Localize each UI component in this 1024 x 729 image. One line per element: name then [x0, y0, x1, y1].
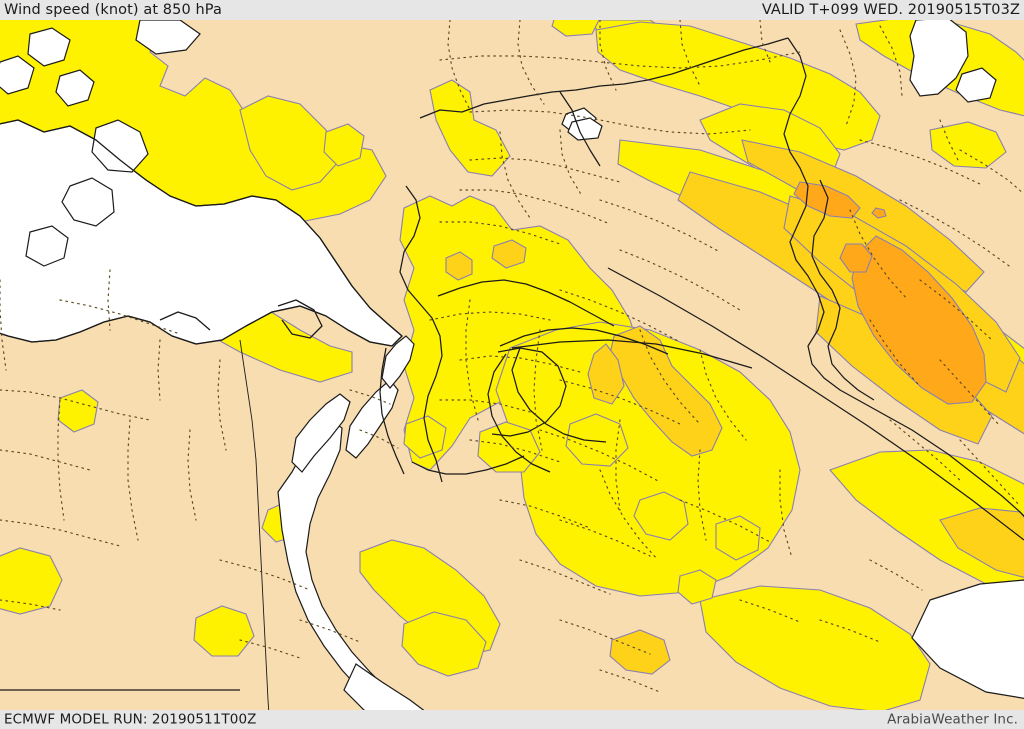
header-bar: Wind speed (knot) at 850 hPa VALID T+099… [0, 0, 1024, 20]
map-title: Wind speed (knot) at 850 hPa [4, 1, 222, 18]
admin-borders [0, 19, 1024, 693]
footer-bar: ECMWF MODEL RUN: 20190511T00Z ArabiaWeat… [0, 710, 1024, 729]
coastlines [0, 119, 403, 347]
model-run-label: ECMWF MODEL RUN: 20190511T00Z [4, 710, 257, 727]
valid-time-label: VALID T+099 WED. 20190515T03Z [761, 1, 1020, 18]
attribution-label: ArabiaWeather Inc. [887, 710, 1018, 727]
country-borders [0, 37, 1024, 691]
rivers [239, 339, 271, 729]
